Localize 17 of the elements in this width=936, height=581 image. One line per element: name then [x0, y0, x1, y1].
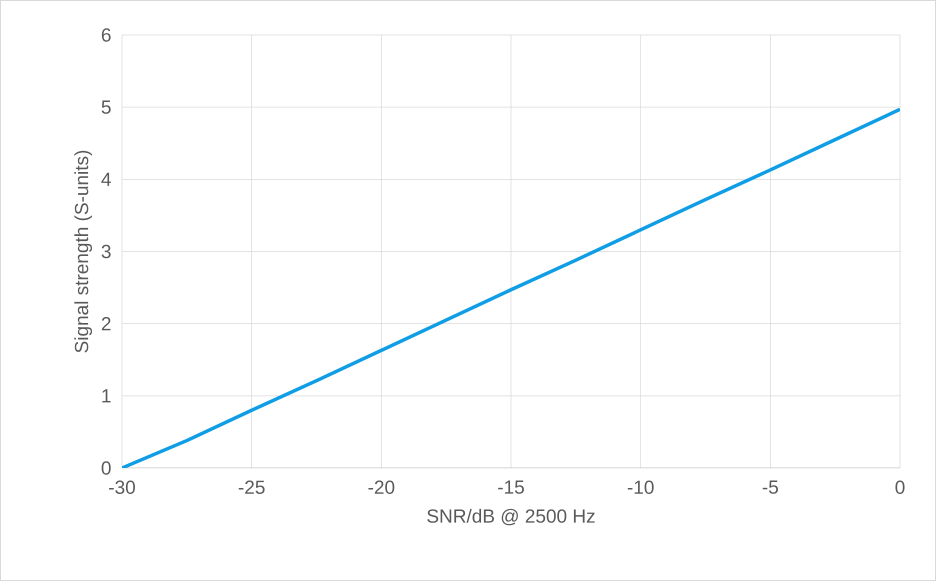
x-axis-title: SNR/dB @ 2500 Hz [427, 508, 595, 526]
y-tick-label: 5 [102, 100, 111, 114]
x-tick-label: -30 [109, 480, 135, 494]
y-tick-label: 6 [102, 28, 111, 42]
y-tick-label: 3 [102, 244, 111, 258]
x-tick-label: -15 [498, 480, 524, 494]
x-tick-label: -5 [762, 480, 778, 494]
y-tick-label: 2 [102, 317, 111, 330]
line-series [122, 108, 900, 468]
x-tick-label: 0 [895, 480, 905, 494]
y-tick-label: 1 [102, 389, 111, 402]
y-axis-title: Signal strength (S-units) [74, 150, 92, 353]
x-tick-label: -20 [368, 480, 394, 494]
y-tick-label: 4 [101, 172, 111, 186]
x-tick-label: -10 [628, 480, 654, 494]
y-tick-label: 0 [102, 461, 111, 475]
x-tick-label: -25 [238, 480, 265, 494]
